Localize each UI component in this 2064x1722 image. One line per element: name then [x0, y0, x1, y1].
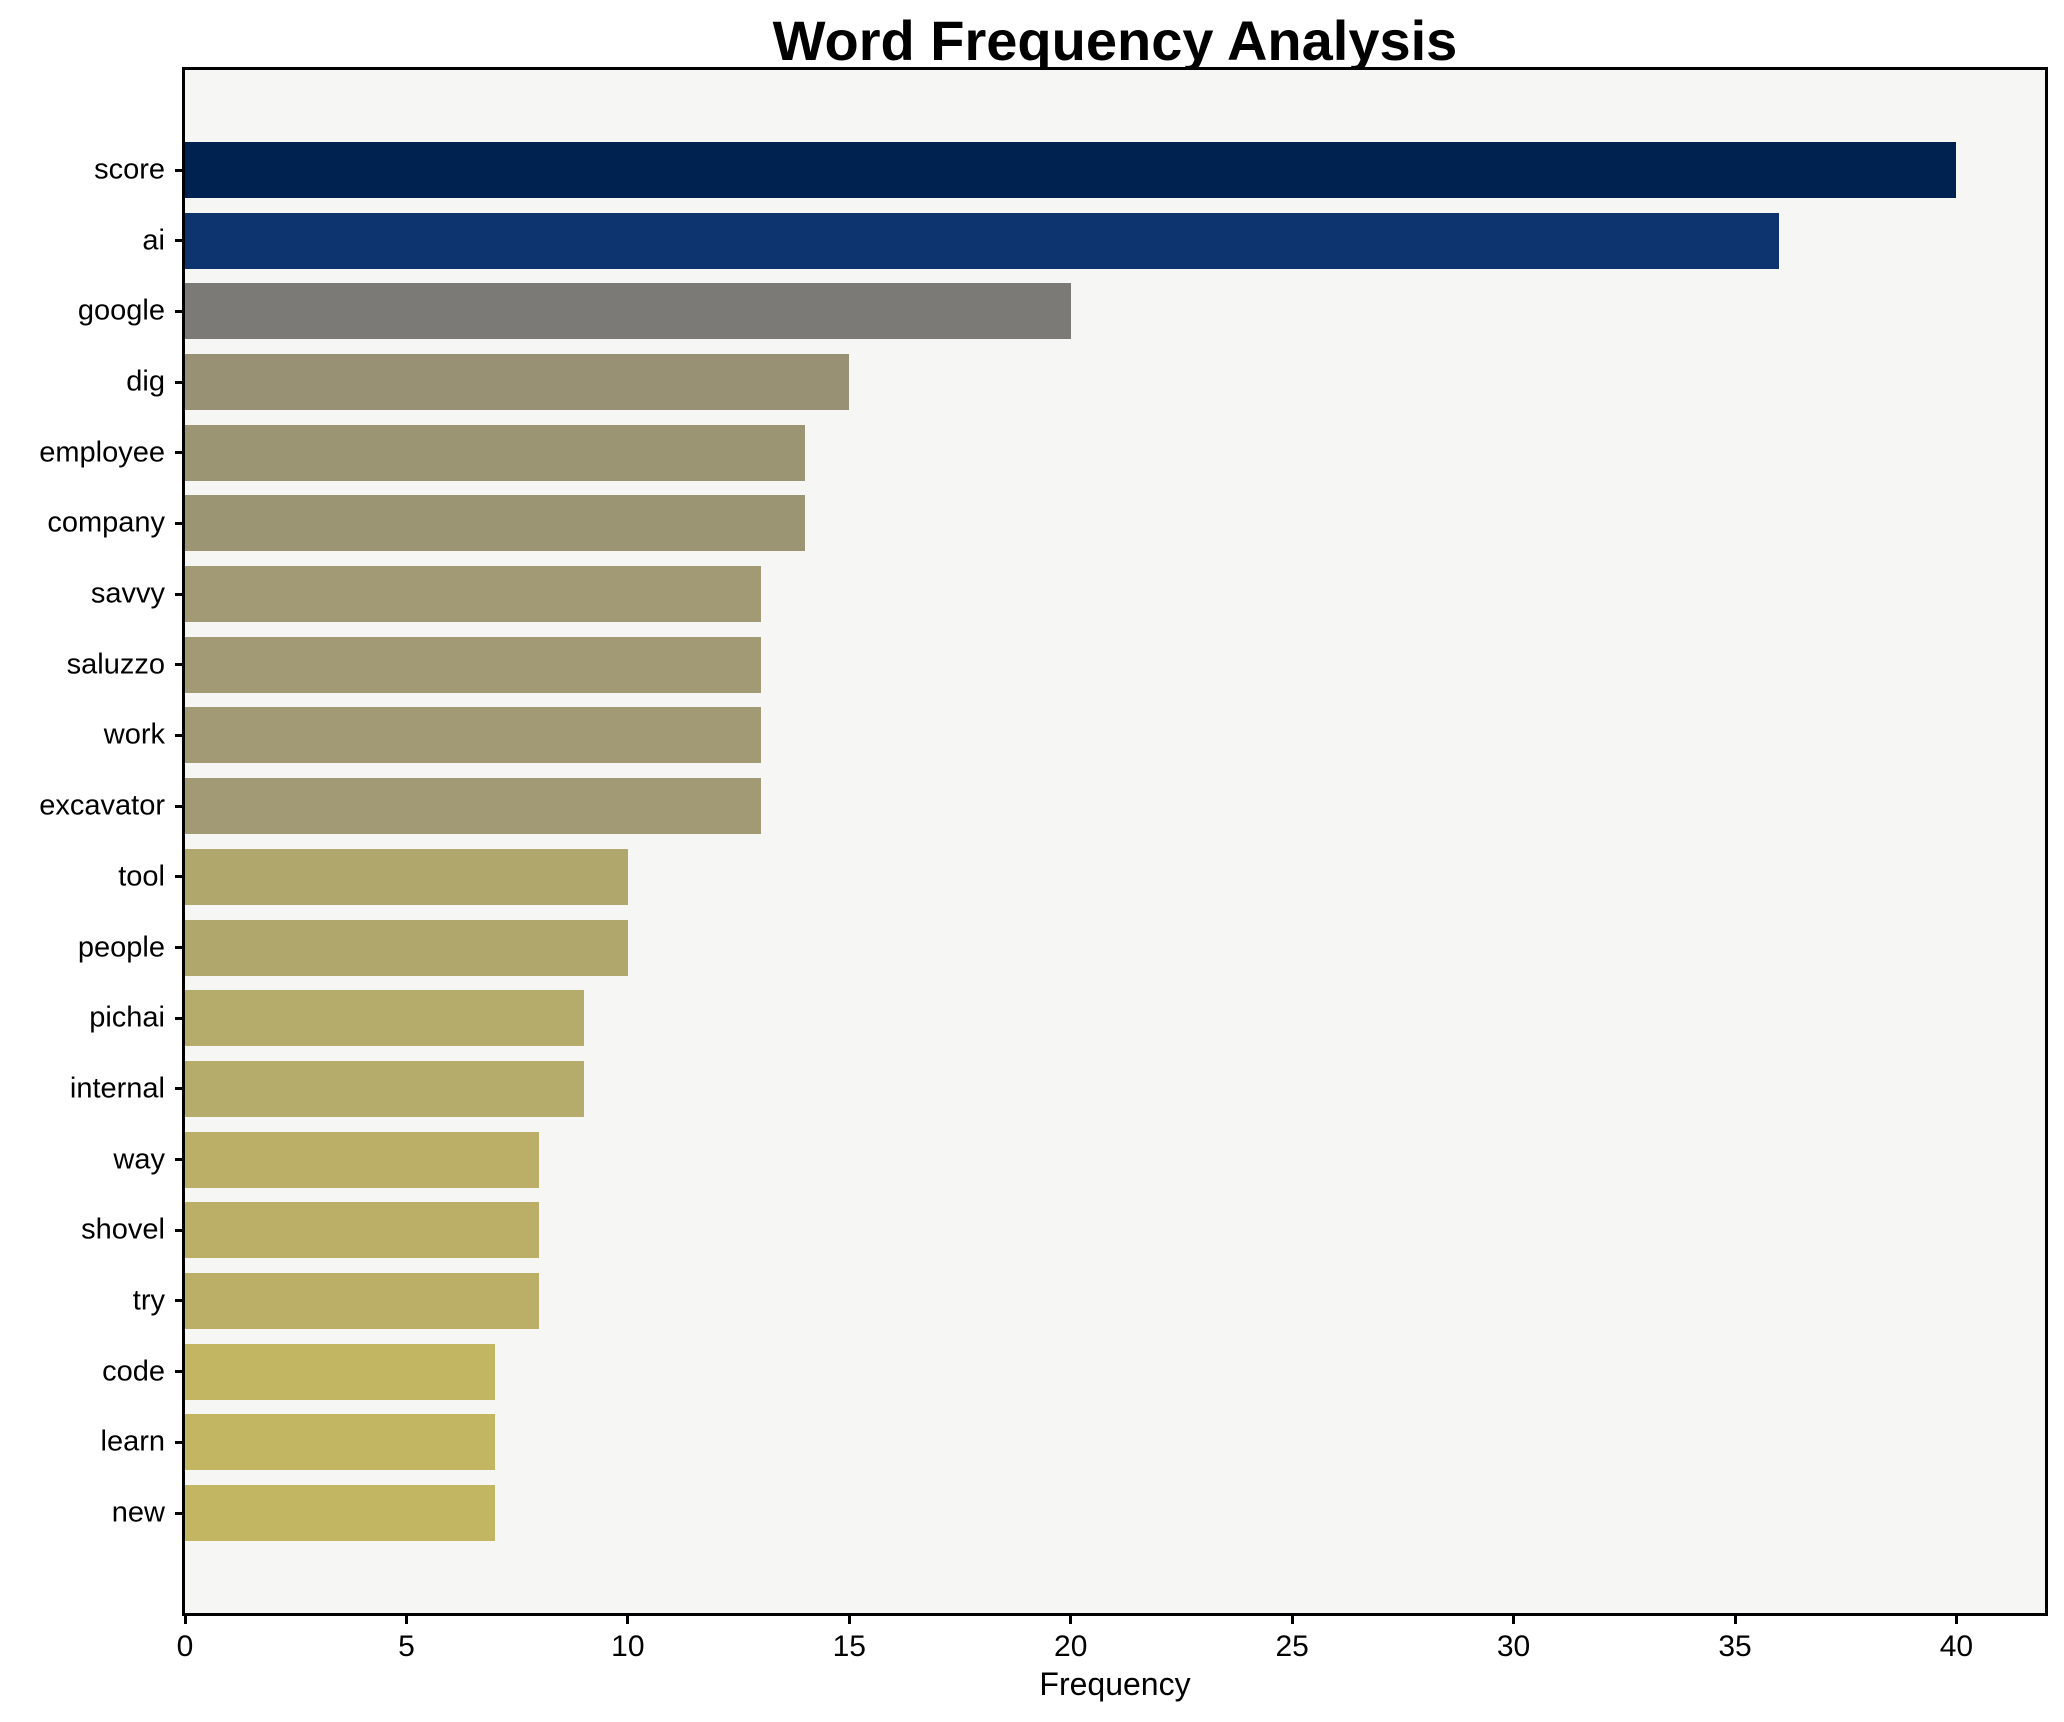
- y-tick-label-ai: ai: [142, 224, 165, 257]
- y-tick-label-savvy: savvy: [90, 577, 165, 610]
- bar-pichai: [185, 990, 584, 1047]
- bar-score: [185, 142, 1957, 198]
- x-tick-label-15: 15: [832, 1630, 866, 1663]
- x-axis-title: Frequency: [1039, 1666, 1191, 1702]
- bar-saluzzo: [185, 636, 761, 693]
- y-tick-mark: [175, 521, 185, 525]
- x-tick-mark: [626, 1613, 630, 1624]
- y-tick-mark: [175, 1370, 185, 1374]
- y-tick-label-pichai: pichai: [89, 1001, 165, 1034]
- y-tick-mark: [175, 380, 185, 384]
- y-tick-label-new: new: [111, 1496, 165, 1529]
- y-tick-mark: [175, 239, 185, 243]
- bar-company: [185, 495, 805, 552]
- y-tick-mark: [175, 1016, 185, 1020]
- y-tick-label-excavator: excavator: [39, 789, 165, 822]
- x-tick-mark: [183, 1613, 187, 1624]
- y-tick-mark: [175, 1228, 185, 1232]
- y-tick-mark: [175, 875, 185, 879]
- bar-try: [185, 1272, 540, 1329]
- x-tick-mark: [1512, 1613, 1516, 1624]
- x-tick-mark: [847, 1613, 851, 1624]
- y-tick-mark: [175, 663, 185, 667]
- x-tick-label-0: 0: [176, 1630, 194, 1663]
- bar-google: [185, 283, 1071, 340]
- y-tick-mark: [175, 168, 185, 172]
- y-tick-label-tool: tool: [118, 860, 165, 893]
- bar-new: [185, 1485, 495, 1541]
- x-tick-label-10: 10: [611, 1630, 645, 1663]
- x-tick-label-5: 5: [398, 1630, 415, 1663]
- bar-ai: [185, 212, 1780, 269]
- bar-work: [185, 707, 761, 764]
- bar-learn: [185, 1414, 495, 1471]
- y-tick-mark: [175, 946, 185, 950]
- bar-dig: [185, 354, 850, 411]
- y-tick-label-people: people: [77, 931, 165, 964]
- y-tick-label-saluzzo: saluzzo: [66, 648, 165, 681]
- y-tick-label-learn: learn: [100, 1425, 166, 1458]
- x-tick-mark: [1954, 1613, 1958, 1624]
- bar-shovel: [185, 1202, 540, 1259]
- y-tick-label-work: work: [103, 718, 165, 751]
- y-tick-label-dig: dig: [126, 365, 165, 398]
- y-tick-mark: [175, 804, 185, 808]
- y-tick-label-try: try: [132, 1284, 165, 1317]
- y-tick-mark: [175, 451, 185, 455]
- x-tick-mark: [404, 1613, 408, 1624]
- y-tick-label-score: score: [94, 153, 165, 186]
- x-tick-label-40: 40: [1939, 1630, 1974, 1663]
- y-tick-label-shovel: shovel: [81, 1213, 165, 1246]
- y-tick-label-internal: internal: [69, 1072, 165, 1105]
- y-tick-label-code: code: [102, 1355, 165, 1388]
- y-tick-mark: [175, 1299, 185, 1303]
- bar-people: [185, 919, 628, 976]
- bar-employee: [185, 424, 805, 481]
- x-tick-mark: [1733, 1613, 1737, 1624]
- y-tick-label-google: google: [77, 294, 165, 327]
- x-tick-label-25: 25: [1275, 1630, 1309, 1663]
- bar-way: [185, 1131, 540, 1188]
- y-tick-mark: [175, 1158, 185, 1162]
- bar-savvy: [185, 566, 761, 623]
- y-tick-mark: [175, 309, 185, 313]
- x-tick-label-20: 20: [1054, 1630, 1088, 1663]
- x-tick-label-30: 30: [1496, 1630, 1531, 1663]
- bar-tool: [185, 848, 628, 905]
- plot-area: [182, 67, 2048, 1616]
- y-tick-label-employee: employee: [39, 436, 165, 469]
- y-tick-mark: [175, 733, 185, 737]
- y-tick-label-way: way: [113, 1143, 165, 1176]
- y-tick-label-company: company: [47, 506, 165, 539]
- bar-excavator: [185, 778, 761, 835]
- y-tick-mark: [175, 1087, 185, 1091]
- y-tick-mark: [175, 1440, 185, 1444]
- bar-internal: [185, 1060, 584, 1117]
- y-tick-mark: [175, 592, 185, 596]
- y-tick-mark: [175, 1511, 185, 1515]
- x-tick-mark: [1069, 1613, 1073, 1624]
- chart-title: Word Frequency Analysis: [772, 9, 1458, 72]
- bar-code: [185, 1343, 495, 1400]
- x-tick-label-35: 35: [1718, 1630, 1752, 1663]
- x-tick-mark: [1290, 1613, 1294, 1624]
